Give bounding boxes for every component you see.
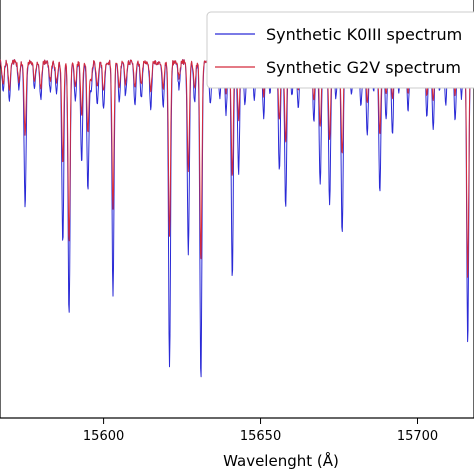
- x-axis-label: Wavelenght (Å): [223, 451, 339, 470]
- legend-box: [206, 11, 474, 89]
- legend-label-k0iii: Synthetic K0III spectrum: [266, 25, 462, 44]
- series-layer: [0, 59, 474, 378]
- x-tick-label-15700: 15700: [397, 429, 438, 444]
- x-tick-label-15650: 15650: [240, 429, 281, 444]
- legend-label-g2v: Synthetic G2V spectrum: [266, 58, 461, 77]
- plot-frame: [0, 0, 474, 419]
- x-tick-label-15600: 15600: [83, 429, 124, 444]
- x-axis: 15600 15650 15700: [83, 418, 438, 444]
- legend: Synthetic K0III spectrum Synthetic G2V s…: [206, 11, 474, 89]
